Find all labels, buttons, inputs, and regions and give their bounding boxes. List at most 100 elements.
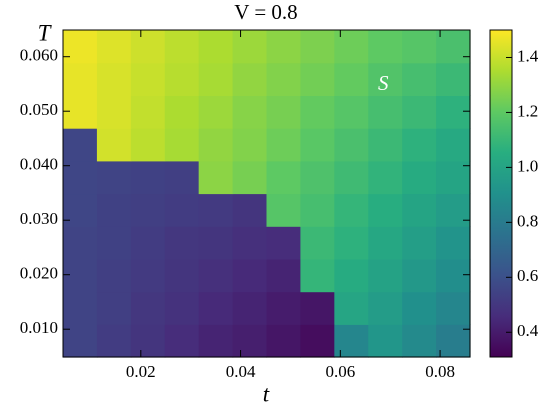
heatmap-cell <box>63 291 98 325</box>
heatmap-cell <box>164 160 200 195</box>
colorbar <box>489 29 513 358</box>
heatmap-cell <box>96 291 132 325</box>
colorbar-tick-label: 0.8 <box>517 211 538 230</box>
heatmap-cell <box>63 160 98 195</box>
heatmap-cell <box>164 291 200 325</box>
heatmap-cell <box>198 193 234 227</box>
heatmap-cell <box>300 226 335 260</box>
heatmap-cell <box>436 324 471 358</box>
heatmap-cell <box>232 62 268 96</box>
colorbar-tick-label: 0.4 <box>517 321 539 340</box>
heatmap-cell <box>266 258 302 293</box>
heatmap-cell <box>436 128 471 162</box>
heatmap-cell <box>130 258 166 293</box>
heatmap-cell <box>334 258 369 293</box>
heatmap-cell <box>300 291 335 325</box>
heatmap-cell <box>164 324 200 358</box>
heatmap-cell <box>232 193 268 227</box>
heatmap-cell <box>232 324 268 358</box>
heatmap-cell <box>130 291 166 325</box>
heatmap-cell <box>436 30 471 64</box>
colorbar-tick-label: 1.4 <box>517 46 539 65</box>
heatmap-cell <box>130 95 166 129</box>
heatmap-cell <box>402 160 437 195</box>
heatmap-cell <box>334 95 369 129</box>
heatmap-cell <box>402 193 437 227</box>
heatmap-cell <box>334 62 369 96</box>
heatmap-cell <box>232 258 268 293</box>
heatmap-cell <box>368 291 403 325</box>
plot-frame <box>62 29 471 358</box>
heatmap-cell <box>368 30 403 64</box>
heatmap-cell <box>63 128 98 162</box>
heatmap-cell <box>368 193 403 227</box>
heatmap-cell <box>164 128 200 162</box>
heatmap-cell <box>402 291 437 325</box>
heatmap-cell <box>164 62 200 96</box>
heatmap-cell <box>266 30 302 64</box>
heatmap-cell <box>198 226 234 260</box>
heatmap-cell <box>300 95 335 129</box>
heatmap-cell <box>96 160 132 195</box>
heatmap-cell <box>300 258 335 293</box>
heatmap-cell <box>130 128 166 162</box>
x-tick-label: 0.06 <box>325 362 355 381</box>
heatmap-cell <box>402 324 437 358</box>
heatmap-cell <box>368 62 403 96</box>
heatmap-cell <box>334 193 369 227</box>
heatmap-cell <box>198 62 234 96</box>
heatmap-cell <box>436 291 471 325</box>
heatmap-cell <box>198 291 234 325</box>
y-axis-label: T <box>38 20 53 45</box>
heatmap-cell <box>266 226 302 260</box>
colorbar-tick-label: 1.2 <box>517 101 538 120</box>
heatmap-cell <box>402 128 437 162</box>
y-tick-label: 0.040 <box>20 155 58 174</box>
heatmap-cell <box>198 128 234 162</box>
x-tick-label: 0.02 <box>126 362 156 381</box>
heatmap-cell <box>300 62 335 96</box>
heatmap-cell <box>368 324 403 358</box>
heatmap-cell <box>198 324 234 358</box>
heatmap-cell <box>266 324 302 358</box>
heatmap-cell <box>368 128 403 162</box>
heatmap-cell <box>63 324 98 358</box>
heatmap-cell <box>198 258 234 293</box>
heatmap-cell <box>266 291 302 325</box>
heatmap-cell <box>232 30 268 64</box>
y-tick-label: 0.020 <box>20 264 58 283</box>
heatmap-cell <box>334 128 369 162</box>
heatmap-cell <box>436 226 471 260</box>
heatmap-cell <box>96 258 132 293</box>
heatmap-cell <box>368 160 403 195</box>
heatmap-cell <box>164 30 200 64</box>
heatmap-cell <box>334 226 369 260</box>
heatmap-cell <box>96 30 132 64</box>
colorbar-tick-label: 0.6 <box>517 266 538 285</box>
heatmap-cell <box>232 226 268 260</box>
heatmap-cell <box>96 95 132 129</box>
heatmap-cell <box>164 226 200 260</box>
heatmap-cell <box>334 30 369 64</box>
y-tick-label: 0.050 <box>20 100 58 119</box>
heatmap-cell <box>334 324 369 358</box>
heatmap-cell <box>266 95 302 129</box>
heatmap-cell <box>266 193 302 227</box>
heatmap-cell <box>164 193 200 227</box>
heatmap-cell <box>334 160 369 195</box>
heatmap-cell <box>198 95 234 129</box>
heatmap-cell <box>402 30 437 64</box>
heatmap-cell <box>232 291 268 325</box>
y-tick-label: 0.030 <box>20 209 58 228</box>
heatmap-cell <box>300 160 335 195</box>
x-axis-label: t <box>263 381 270 406</box>
heatmap-cell <box>436 62 471 96</box>
heatmap-cell <box>63 193 98 227</box>
y-tick-label: 0.060 <box>20 46 58 65</box>
heatmap-cell <box>130 30 166 64</box>
heatmap-cell <box>232 160 268 195</box>
heatmap-cell <box>266 128 302 162</box>
heatmap-cell <box>266 160 302 195</box>
heatmap-cell <box>130 324 166 358</box>
